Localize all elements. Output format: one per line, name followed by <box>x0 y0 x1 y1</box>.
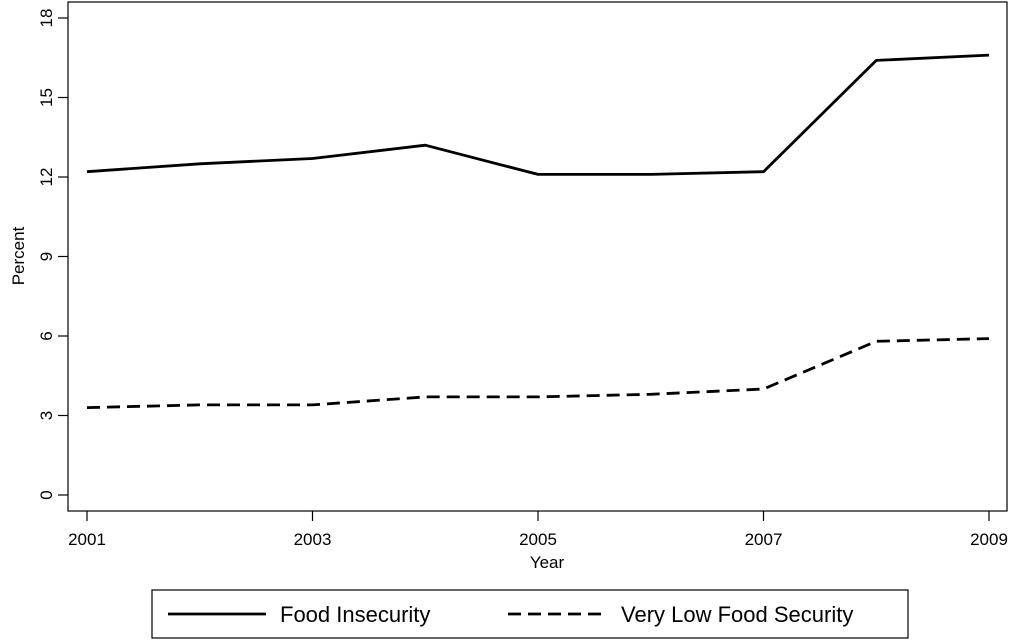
y-tick-label: 0 <box>37 490 56 499</box>
y-tick-label: 9 <box>37 252 56 261</box>
y-tick-label: 6 <box>37 331 56 340</box>
x-tick-label: 2001 <box>68 530 106 549</box>
series-line-food-insecurity <box>86 53 990 176</box>
y-axis: 0 3 6 9 12 15 18 <box>37 9 68 500</box>
y-tick-label: 12 <box>37 168 56 187</box>
legend-label-food-insecurity: Food Insecurity <box>280 602 430 627</box>
x-tick-label: 2007 <box>745 530 783 549</box>
y-axis-title: Percent <box>9 226 28 285</box>
x-axis: 2001 2003 2005 2007 2009 <box>68 511 1008 549</box>
x-tick-label: 2005 <box>519 530 557 549</box>
plot-area-frame <box>67 1 1008 512</box>
legend: Food Insecurity Very Low Food Security <box>151 589 909 639</box>
series-layer <box>86 53 990 409</box>
x-tick-label: 2009 <box>970 530 1008 549</box>
x-tick-label: 2003 <box>294 530 332 549</box>
legend-label-very-low-food-security: Very Low Food Security <box>621 602 853 627</box>
series-line-very-low-food-security <box>86 337 990 409</box>
x-axis-title: Year <box>530 553 565 572</box>
y-tick-label: 15 <box>37 88 56 107</box>
y-tick-label: 3 <box>37 411 56 420</box>
y-tick-label: 18 <box>37 9 56 28</box>
